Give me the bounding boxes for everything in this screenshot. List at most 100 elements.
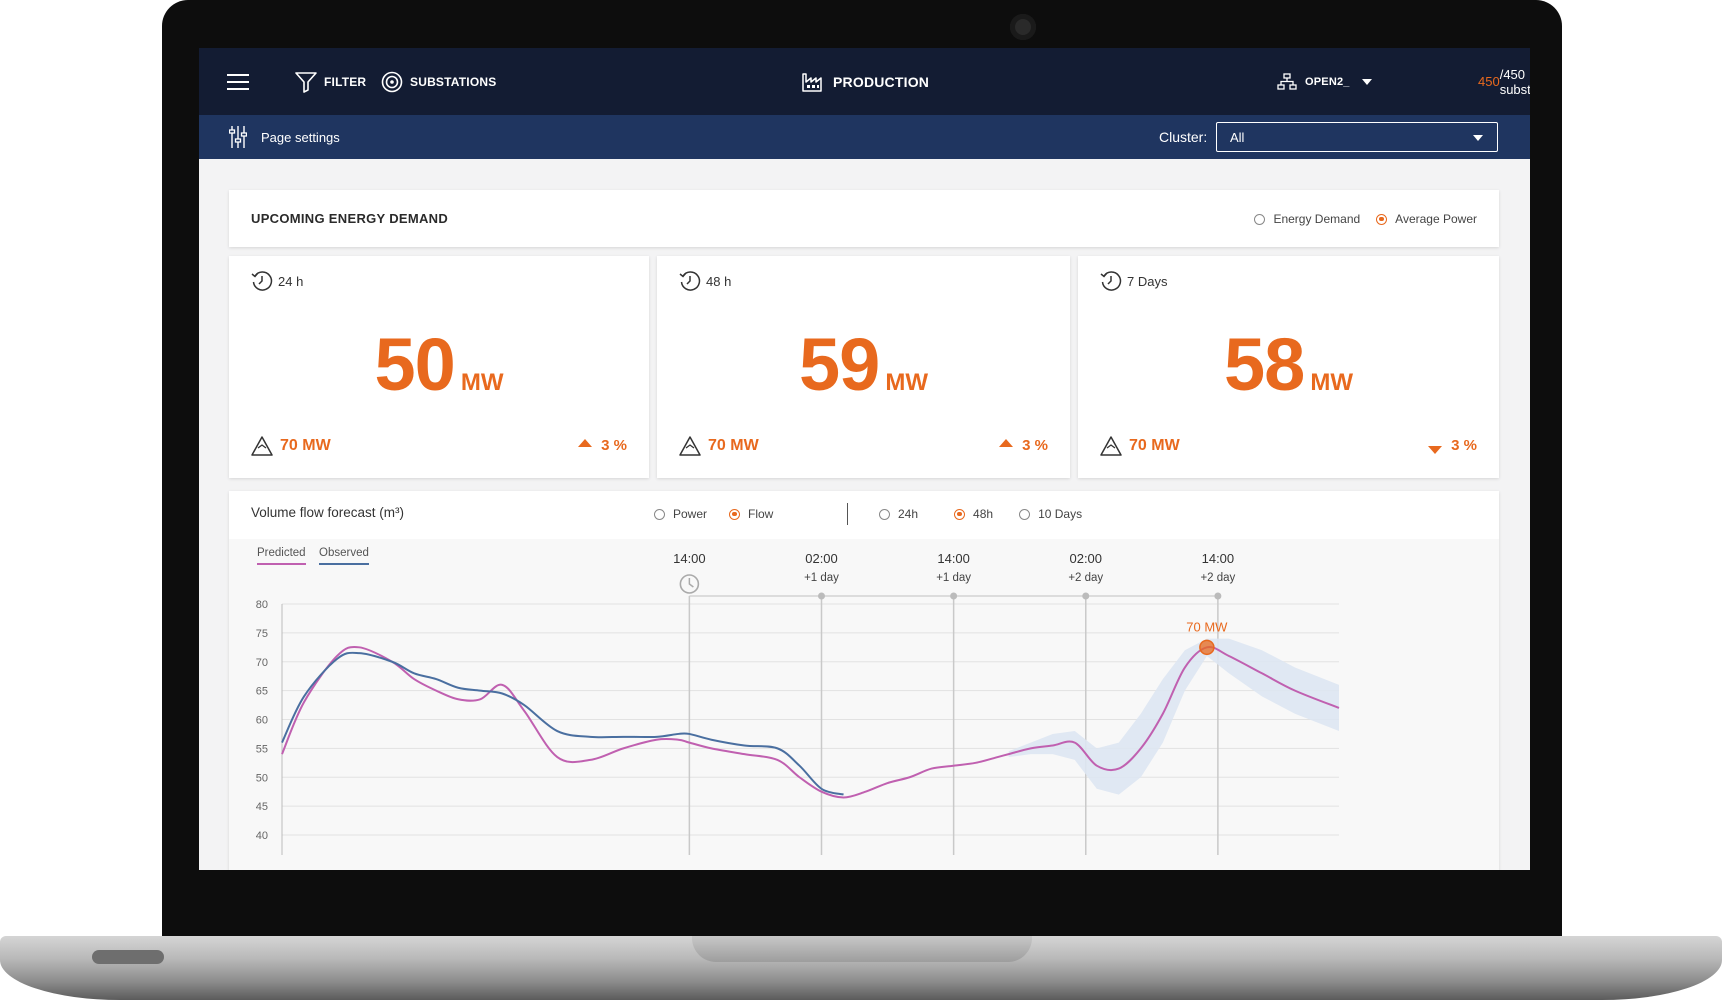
laptop-base bbox=[0, 936, 1722, 1000]
stat-value-number: 59 bbox=[799, 323, 880, 406]
laptop-slot bbox=[92, 950, 164, 964]
stat-peak: 70 MW bbox=[251, 436, 331, 456]
stat-period: 7 Days bbox=[1100, 270, 1167, 292]
cluster-select[interactable]: All bbox=[1216, 122, 1498, 152]
radio-dot bbox=[1254, 213, 1266, 225]
forecast-chart-svg: 40 45 50 55 60 65 70 75 80 14:00 02:00 +1 day 14:00 +… bbox=[256, 551, 1340, 855]
radio-dot bbox=[1019, 508, 1031, 520]
y-tick-label: 75 bbox=[256, 628, 268, 640]
stat-peak-value: 70 MW bbox=[280, 437, 331, 454]
radio-average-power[interactable]: Average Power bbox=[1376, 212, 1477, 226]
hamburger-menu-icon bbox=[227, 73, 249, 90]
stat-change-value: 3 % bbox=[601, 437, 627, 454]
radio-10-days[interactable]: 10 Days bbox=[1019, 507, 1082, 521]
y-tick-label: 55 bbox=[256, 743, 268, 755]
network-select[interactable]: OPEN2_ bbox=[1277, 48, 1372, 115]
filter-label: FILTER bbox=[324, 74, 367, 89]
stat-period-label: 48 h bbox=[706, 273, 732, 289]
page-settings-button[interactable]: Page settings bbox=[229, 115, 340, 159]
options-divider bbox=[847, 503, 848, 525]
time-marker-label: 02:00 bbox=[1069, 551, 1102, 566]
substations-icon bbox=[381, 71, 403, 92]
stat-value-number: 58 bbox=[1224, 323, 1305, 406]
stat-value-unit: MW bbox=[1310, 369, 1353, 396]
y-tick-label: 60 bbox=[256, 715, 268, 727]
radio-label: Average Power bbox=[1395, 212, 1477, 226]
series-line-observed bbox=[281, 651, 844, 796]
y-tick-label: 70 bbox=[256, 657, 268, 669]
y-tick-label: 65 bbox=[256, 686, 268, 698]
y-tick-label: 50 bbox=[256, 772, 268, 784]
top-nav: FILTER SUBSTATIONS PRODUCTION bbox=[199, 48, 1530, 115]
trend-up-icon bbox=[578, 438, 593, 447]
time-marker-day-label: +2 day bbox=[1200, 572, 1235, 584]
substation-total-count: /450 substations bbox=[1499, 66, 1530, 97]
menu-button[interactable] bbox=[227, 48, 249, 115]
stat-change: 3 % bbox=[1428, 437, 1477, 454]
stat-peak-value: 70 MW bbox=[1129, 437, 1180, 454]
peak-marker bbox=[1199, 639, 1215, 656]
energy-demand-title: UPCOMING ENERGY DEMAND bbox=[251, 211, 449, 226]
stat-change-value: 3 % bbox=[1022, 437, 1048, 454]
forecast-chart: Predicted Observed 40 45 50 55 60 65 70 75 80 14:… bbox=[229, 539, 1499, 870]
time-marker-day-label: +1 day bbox=[936, 572, 971, 584]
peak-icon bbox=[251, 436, 273, 456]
confidence-band bbox=[1008, 638, 1339, 795]
app-screen: FILTER SUBSTATIONS PRODUCTION bbox=[199, 48, 1530, 870]
radio-label: 10 Days bbox=[1038, 507, 1083, 521]
caret-down-icon bbox=[1473, 135, 1483, 141]
radio-flow[interactable]: Flow bbox=[729, 507, 773, 521]
substation-active-count: 450 bbox=[1478, 74, 1500, 89]
stat-change: 3 % bbox=[999, 437, 1048, 454]
radio-label: 48h bbox=[973, 507, 994, 521]
stat-change: 3 % bbox=[578, 437, 627, 454]
stat-period: 48 h bbox=[679, 270, 731, 292]
stat-peak-value: 70 MW bbox=[708, 437, 759, 454]
stat-value-number: 50 bbox=[374, 323, 456, 406]
cluster-select-value: All bbox=[1230, 129, 1245, 145]
stat-value: 58 MW bbox=[1078, 322, 1499, 407]
time-marker-label: 14:00 bbox=[937, 551, 970, 566]
radio-dot-selected bbox=[729, 508, 741, 520]
clock-history-icon bbox=[679, 271, 701, 291]
volume-flow-forecast-card: Volume flow forecast (m³) Power Flow 24h… bbox=[229, 491, 1499, 870]
radio-dot-selected bbox=[954, 508, 966, 520]
stat-card-7-days: 7 Days 58 MW 70 MW 3 % bbox=[1078, 256, 1499, 478]
stat-value-unit: MW bbox=[460, 369, 504, 396]
time-marker-day-label: +2 day bbox=[1068, 572, 1103, 584]
stat-value: 50 MW bbox=[229, 322, 649, 407]
peak-label: 70 MW bbox=[1186, 619, 1228, 634]
radio-label: Flow bbox=[748, 507, 774, 521]
radio-dot-selected bbox=[1376, 213, 1388, 225]
time-marker-dot bbox=[950, 592, 958, 600]
forecast-mode-options: Power Flow bbox=[654, 507, 789, 521]
time-marker-day-label: +1 day bbox=[804, 572, 839, 584]
radio-dot bbox=[654, 508, 665, 520]
forecast-title: Volume flow forecast (m³) bbox=[251, 505, 405, 520]
time-marker-label: 14:00 bbox=[1202, 551, 1235, 566]
stat-period-label: 7 Days bbox=[1127, 273, 1168, 289]
substations-label: SUBSTATIONS bbox=[410, 74, 497, 89]
radio-24h[interactable]: 24h bbox=[879, 507, 918, 521]
legend-predicted[interactable]: Predicted bbox=[257, 547, 306, 565]
substations-button[interactable]: SUBSTATIONS bbox=[381, 48, 496, 115]
clock-hand bbox=[688, 578, 694, 588]
peak-icon bbox=[679, 436, 701, 456]
filter-button[interactable]: FILTER bbox=[295, 48, 366, 115]
radio-power[interactable]: Power bbox=[654, 507, 707, 521]
stat-value-unit: MW bbox=[885, 369, 928, 396]
stat-period: 24 h bbox=[251, 270, 303, 292]
substation-count: 450 /450 substations bbox=[1478, 48, 1530, 115]
legend-observed[interactable]: Observed bbox=[319, 547, 369, 565]
radio-48h[interactable]: 48h bbox=[954, 507, 993, 521]
page-title: PRODUCTION bbox=[802, 48, 929, 115]
time-marker-dot bbox=[1082, 592, 1090, 600]
energy-demand-header: UPCOMING ENERGY DEMAND Energy Demand Ave… bbox=[229, 190, 1499, 247]
y-tick-label: 40 bbox=[256, 830, 268, 842]
peak-icon bbox=[1100, 436, 1122, 456]
stat-card-24h: 24 h 50 MW 70 MW 3 % bbox=[229, 256, 649, 478]
series-line-predicted bbox=[281, 645, 1340, 799]
radio-label: Power bbox=[673, 507, 708, 521]
radio-energy-demand[interactable]: Energy Demand bbox=[1254, 212, 1360, 226]
stat-card-48h: 48 h 59 MW 70 MW 3 % bbox=[657, 256, 1070, 478]
